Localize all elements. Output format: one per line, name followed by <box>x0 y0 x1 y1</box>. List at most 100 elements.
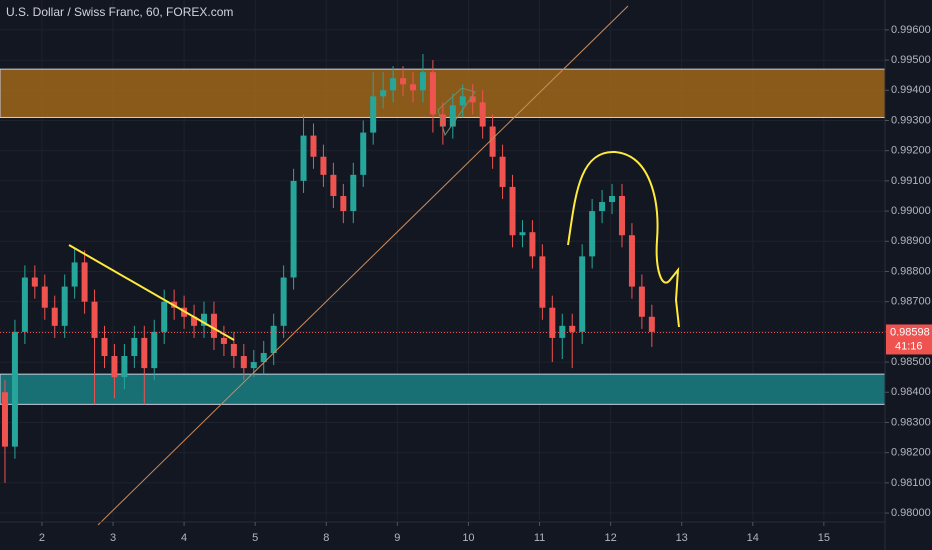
candle-body <box>121 356 128 378</box>
projection-path <box>567 150 680 328</box>
zone <box>0 373 886 405</box>
candle-body <box>499 156 506 187</box>
candle-body <box>300 135 307 181</box>
candle-body <box>380 90 387 97</box>
trend-line <box>68 244 235 341</box>
candle-body <box>101 337 108 357</box>
countdown: 41:16 <box>895 340 923 352</box>
candle-body <box>320 156 327 175</box>
candle-body <box>111 356 118 378</box>
candle-body <box>151 331 158 369</box>
candle-body <box>260 353 267 363</box>
candle-body <box>529 232 536 257</box>
last-price-label: 0.98598 <box>890 326 930 338</box>
y-tick-label: 0.98300 <box>891 416 931 428</box>
y-tick-label: 0.99000 <box>891 205 931 217</box>
candle-body <box>579 256 586 332</box>
candle-body <box>191 316 198 326</box>
candle-body <box>310 135 317 157</box>
candle-body <box>250 362 257 369</box>
candle-body <box>210 313 217 338</box>
candle-body <box>141 337 148 369</box>
candle-body <box>240 356 247 369</box>
candle-body <box>330 174 337 196</box>
candle-body <box>340 195 347 212</box>
candle-body <box>628 235 635 287</box>
candle-body <box>201 313 208 326</box>
candle-body <box>220 337 227 344</box>
candle-body <box>599 202 606 212</box>
candle-body <box>479 102 486 127</box>
x-tick-label: 10 <box>462 532 474 544</box>
trend-line <box>97 5 629 526</box>
candle-body <box>648 316 655 332</box>
candle-body <box>459 96 466 106</box>
candle-body <box>429 72 436 115</box>
candle-body <box>638 286 645 317</box>
candle-body <box>61 286 68 326</box>
candle-body <box>280 277 287 326</box>
x-tick-label: 5 <box>252 532 258 544</box>
y-tick-label: 0.99500 <box>891 54 931 66</box>
x-tick-label: 8 <box>323 532 329 544</box>
candle-body <box>230 343 237 357</box>
candle-body <box>161 301 168 332</box>
y-tick-label: 0.98400 <box>891 386 931 398</box>
chart-title: U.S. Dollar / Swiss Franc, 60, FOREX.com <box>6 5 233 19</box>
y-tick-label: 0.99600 <box>891 24 931 36</box>
candle-body <box>11 331 18 447</box>
candle-body <box>350 174 357 212</box>
candle-body <box>569 325 576 332</box>
candle-body <box>519 232 526 236</box>
y-tick-label: 0.99300 <box>891 114 931 126</box>
candle-body <box>410 84 416 91</box>
x-tick-label: 4 <box>181 532 187 544</box>
x-tick-label: 14 <box>747 532 759 544</box>
x-tick-label: 2 <box>39 532 45 544</box>
candle-body <box>21 277 28 332</box>
y-tick-label: 0.99100 <box>891 175 931 187</box>
y-tick-label: 0.98000 <box>891 507 931 519</box>
candle-body <box>449 105 456 127</box>
x-tick-label: 11 <box>534 532 545 544</box>
y-tick-label: 0.98800 <box>891 265 931 277</box>
candle-body <box>559 325 566 338</box>
y-tick-label: 0.98500 <box>891 356 931 368</box>
candle-body <box>400 78 407 85</box>
candle-body <box>539 256 546 308</box>
x-tick-label: 12 <box>604 532 616 544</box>
candle-body <box>360 132 367 175</box>
candle-body <box>81 262 88 302</box>
x-tick-label: 15 <box>818 532 830 544</box>
y-tick-label: 0.98200 <box>891 447 931 459</box>
y-tick-label: 0.98700 <box>891 296 931 308</box>
candle-body <box>469 96 476 103</box>
last-price-badge <box>886 324 932 355</box>
candle-body <box>509 186 516 236</box>
x-tick-label: 3 <box>110 532 116 544</box>
candle-body <box>31 277 38 287</box>
candle-body <box>549 307 556 338</box>
candle-body <box>618 195 625 236</box>
candle-body <box>91 301 98 338</box>
candle-body <box>370 96 377 133</box>
candle-body <box>419 72 426 91</box>
candle-body <box>489 126 496 157</box>
candle-body <box>270 325 277 354</box>
x-tick-label: 9 <box>394 532 400 544</box>
candle-body <box>71 262 78 287</box>
candle-body <box>609 195 616 203</box>
candle-body <box>1 392 8 447</box>
candle-body <box>589 211 596 257</box>
candle-body <box>51 307 58 326</box>
y-tick-label: 0.98900 <box>891 235 931 247</box>
pattern-shape <box>437 87 476 137</box>
candle-body <box>41 286 48 308</box>
y-tick-label: 0.99200 <box>891 145 931 157</box>
candle-body <box>290 180 297 278</box>
candle-body <box>131 337 138 357</box>
candle-body <box>439 114 446 127</box>
candle-body <box>390 78 397 91</box>
y-tick-label: 0.98100 <box>891 477 931 489</box>
